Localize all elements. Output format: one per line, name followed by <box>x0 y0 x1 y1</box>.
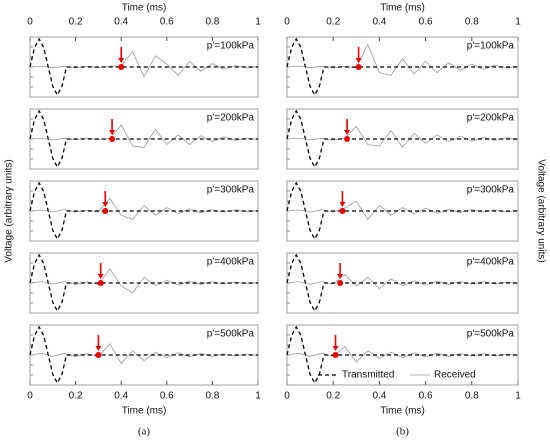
arrival-arrowhead <box>337 274 344 279</box>
x-tick-label: 0.8 <box>205 391 219 402</box>
received-line <box>286 346 519 363</box>
transmitted-line <box>286 325 518 385</box>
transmitted-line <box>286 181 518 241</box>
arrival-dot <box>118 64 125 70</box>
received-line <box>29 197 259 220</box>
transmitted-line <box>29 181 258 241</box>
x-axis-title: Time (ms) <box>122 406 167 417</box>
panel-label: p'=400kPa <box>467 257 515 268</box>
panel-label: p'=400kPa <box>207 257 255 268</box>
x-tick-label: 0.6 <box>419 391 433 402</box>
panel-label: p'=100kPa <box>467 41 515 52</box>
transmitted-line <box>29 37 258 97</box>
x-tick-label: 1 <box>515 391 521 402</box>
panel-label: p'=500kPa <box>467 329 515 340</box>
x-tick-label: 0.8 <box>205 17 219 28</box>
x-tick-label: 1 <box>255 17 261 28</box>
transmitted-line <box>29 253 258 313</box>
panel-label: p'=300kPa <box>467 185 515 196</box>
transmitted-line <box>286 253 518 313</box>
x-axis-title: Time (ms) <box>122 3 167 14</box>
y-axis-title: Voltage (arbitrary units) <box>4 159 15 262</box>
received-line <box>286 125 519 149</box>
legend-label: Received <box>434 370 476 381</box>
arrival-arrowhead <box>339 202 346 207</box>
arrival-dot <box>337 280 344 286</box>
arrival-dot <box>355 64 362 70</box>
arrival-arrowhead <box>118 58 125 63</box>
arrival-dot <box>95 352 102 358</box>
arrival-dot <box>339 208 346 214</box>
x-tick-label: 0 <box>27 391 33 402</box>
x-tick-label: 0.2 <box>69 391 83 402</box>
transmitted-line <box>29 325 258 385</box>
panel-label: p'=500kPa <box>207 329 255 340</box>
x-tick-label: 0.4 <box>372 391 386 402</box>
x-tick-label: 0.6 <box>419 17 433 28</box>
arrival-arrowhead <box>109 130 116 135</box>
arrival-arrowhead <box>355 58 362 63</box>
transmitted-line <box>286 37 518 97</box>
x-tick-label: 0.2 <box>326 17 340 28</box>
panel-label: p'=200kPa <box>207 113 255 124</box>
arrival-dot <box>102 208 109 214</box>
received-line <box>29 50 259 78</box>
arrival-arrowhead <box>97 274 104 279</box>
x-tick-label: 0.4 <box>372 17 386 28</box>
arrival-arrowhead <box>102 202 109 207</box>
arrival-dot <box>344 136 351 142</box>
x-axis-title: Time (ms) <box>380 406 425 417</box>
x-tick-label: 0 <box>27 17 33 28</box>
caption: (b) <box>396 426 409 438</box>
received-line <box>286 274 519 290</box>
panel-label: p'=200kPa <box>467 113 515 124</box>
x-tick-label: 0.4 <box>114 17 128 28</box>
transmitted-line <box>286 109 518 169</box>
x-axis-title: Time (ms) <box>380 3 425 14</box>
arrival-dot <box>97 280 104 286</box>
received-line <box>29 268 259 294</box>
arrival-arrowhead <box>332 346 339 351</box>
received-line <box>286 200 519 221</box>
x-tick-label: 0 <box>284 391 290 402</box>
x-tick-label: 0.8 <box>465 17 479 28</box>
x-tick-label: 0.2 <box>69 17 83 28</box>
y-axis-title: Voltage (arbitrary units) <box>535 159 546 262</box>
caption: (a) <box>138 426 151 438</box>
x-tick-label: 0.8 <box>465 391 479 402</box>
panel-label: p'=300kPa <box>207 185 255 196</box>
received-line <box>29 124 259 148</box>
x-tick-label: 1 <box>515 17 521 28</box>
x-tick-label: 0.6 <box>160 17 174 28</box>
x-tick-label: 1 <box>255 391 261 402</box>
arrival-dot <box>109 136 116 142</box>
legend-label: Transmitted <box>342 370 394 381</box>
arrival-arrowhead <box>344 130 351 135</box>
x-tick-label: 0.2 <box>326 391 340 402</box>
panel-label: p'=100kPa <box>207 41 255 52</box>
transmitted-line <box>29 109 258 169</box>
x-tick-label: 0.6 <box>160 391 174 402</box>
arrival-arrowhead <box>95 346 102 351</box>
arrival-dot <box>332 352 339 358</box>
x-tick-label: 0 <box>284 17 290 28</box>
received-line <box>29 343 259 365</box>
x-tick-label: 0.4 <box>114 391 128 402</box>
